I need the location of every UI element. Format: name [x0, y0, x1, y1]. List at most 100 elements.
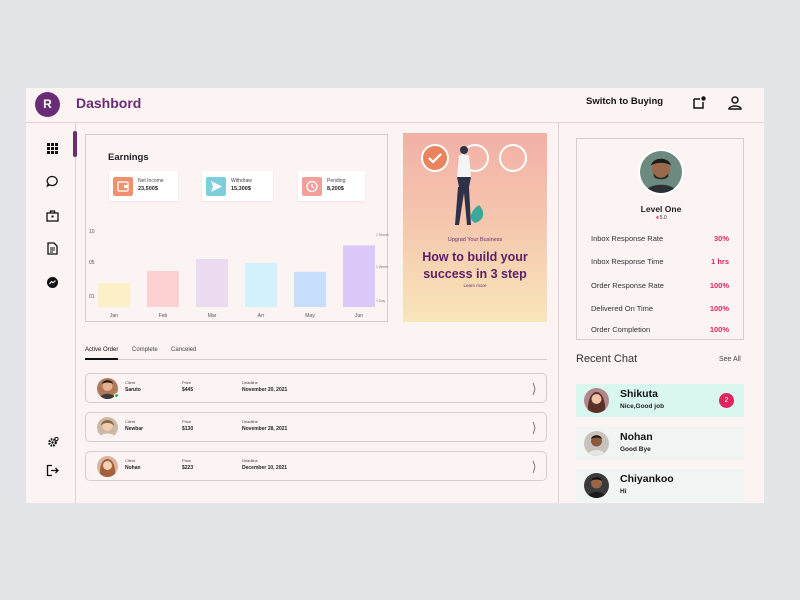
chart-bar — [196, 259, 228, 307]
top-bar: R Dashbord Switch to Buying — [26, 88, 764, 123]
y-tick-label: 10 — [89, 229, 95, 235]
client-label: Client — [125, 458, 136, 463]
price-label: Price — [182, 419, 192, 424]
see-all-link[interactable]: See All — [719, 356, 741, 363]
stat-label: Withdraw — [231, 178, 252, 184]
order-deadline: November 28, 2021 — [242, 426, 288, 432]
right-tick-label: 1 Month — [376, 233, 389, 237]
star-icon: ★ — [655, 215, 660, 221]
logout-icon[interactable] — [46, 464, 59, 477]
chart-bar — [98, 283, 130, 307]
account-avatar[interactable]: R — [35, 92, 60, 117]
profile-card: Level One ★5.0 Inbox Response Rate 30% I… — [576, 138, 744, 340]
client-label: Client — [125, 380, 136, 385]
chat-message: Good Bye — [620, 446, 651, 453]
chart-bar — [245, 263, 277, 307]
client-name: Nohan — [125, 465, 141, 471]
document-icon[interactable] — [46, 242, 59, 255]
tab-canceled[interactable]: Canceled — [171, 347, 197, 353]
client-name: Newbar — [125, 426, 144, 432]
client-avatar — [97, 378, 118, 399]
order-price: $130 — [182, 426, 194, 432]
dashboard-app: R Dashbord Switch to Buying — [26, 88, 764, 503]
chat-name: Chiyankoo — [620, 473, 674, 485]
promo-title: How to build your success in 3 step — [422, 250, 528, 281]
deadline-label: Deadline — [242, 419, 258, 424]
right-tick-label: 1 Week — [376, 265, 388, 269]
recent-chat-title: Recent Chat — [576, 353, 638, 365]
notification-icon[interactable] — [691, 95, 707, 111]
stat-value: 8,200$ — [327, 186, 344, 192]
order-deadline: December 10, 2021 — [242, 465, 288, 471]
chat-item[interactable]: Nohan Good Bye — [576, 427, 744, 460]
order-deadline: November 20, 2021 — [242, 387, 288, 393]
order-row[interactable]: Client Newbar Price $130 Deadline Novemb… — [85, 412, 547, 442]
seller-level: Level One — [640, 204, 682, 214]
tab-active-order[interactable]: Active Order — [85, 347, 119, 360]
settings-icon[interactable] — [46, 436, 59, 449]
metric-label: Inbox Response Rate — [591, 234, 664, 243]
price-label: Price — [182, 458, 192, 463]
send-icon — [206, 177, 226, 196]
chat-bubble-icon[interactable] — [46, 175, 59, 188]
x-tick-label: May — [305, 313, 315, 319]
clock-icon — [302, 177, 322, 196]
x-tick-label: Arr — [258, 313, 265, 319]
client-label: Client — [125, 419, 136, 424]
page-title: Dashbord — [76, 95, 142, 111]
rating-value: 5.0 — [659, 215, 667, 221]
order-row[interactable]: Client Saruto Price $445 Deadline Novemb… — [85, 373, 547, 403]
chevron-right-icon: ❭ — [531, 420, 538, 434]
earnings-card: Earnings Net Income 23,500$ Withdraw 15,… — [85, 134, 389, 322]
unread-badge: 2 — [719, 393, 734, 408]
deadline-label: Deadline — [242, 458, 258, 463]
x-tick-label: Jan — [110, 313, 118, 319]
online-indicator — [114, 393, 119, 398]
chat-avatar — [584, 473, 609, 498]
metric-value: 30% — [713, 234, 729, 243]
y-tick-label: 01 — [89, 294, 95, 300]
chart-bar — [294, 271, 326, 307]
client-avatar — [97, 417, 118, 438]
tab-complete[interactable]: Complete — [132, 347, 158, 353]
metric-label: Delivered On Time — [591, 304, 654, 313]
price-label: Price — [182, 380, 192, 385]
metric-value: 100% — [709, 325, 729, 334]
wallet-icon — [113, 177, 133, 196]
x-tick-label: Jun — [355, 313, 363, 319]
stat-label: Net Income — [138, 178, 164, 184]
x-tick-label: Mar — [208, 313, 217, 319]
order-price: $223 — [182, 465, 194, 471]
order-row[interactable]: Client Nohan Price $223 Deadline Decembe… — [85, 451, 547, 481]
promo-illustration — [421, 144, 527, 225]
profile-avatar[interactable] — [638, 149, 684, 195]
chat-avatar — [584, 431, 609, 456]
messenger-icon[interactable] — [46, 276, 59, 289]
chart-bar — [147, 271, 179, 307]
grid-icon[interactable] — [46, 142, 59, 155]
right-tick-label: 1 Day — [376, 299, 385, 303]
chat-item[interactable]: Chiyankoo Hi — [576, 469, 744, 502]
order-tabs: Active Order Complete Canceled — [85, 344, 547, 360]
x-tick-label: Feb — [159, 313, 168, 319]
promo-subtitle: Upgrad Your Business — [447, 237, 503, 243]
stat-value: 15,300$ — [231, 186, 251, 192]
metric-value: 100% — [709, 304, 729, 313]
briefcase-icon[interactable] — [46, 209, 59, 222]
chevron-right-icon: ❭ — [531, 459, 538, 473]
learn-more-link[interactable]: Learn more — [463, 283, 487, 288]
metric-value: 100% — [709, 281, 729, 290]
chevron-right-icon: ❭ — [531, 381, 538, 395]
metric-label: Order Completion — [591, 325, 651, 334]
user-icon[interactable] — [727, 95, 743, 111]
stat-label: Pending — [327, 178, 346, 184]
withdraw-stat: Withdraw 15,300$ — [202, 171, 273, 201]
metric-label: Inbox Response Time — [591, 257, 664, 266]
metric-value: 1 hrs — [711, 257, 729, 266]
chat-item[interactable]: Shikuta Nice,Good job 2 — [576, 384, 744, 417]
chat-message: Nice,Good job — [620, 403, 665, 410]
net-income-stat: Net Income 23,500$ — [109, 171, 178, 201]
switch-to-buying-button[interactable]: Switch to Buying — [586, 96, 664, 107]
chat-avatar — [584, 388, 609, 413]
client-avatar — [97, 456, 118, 477]
